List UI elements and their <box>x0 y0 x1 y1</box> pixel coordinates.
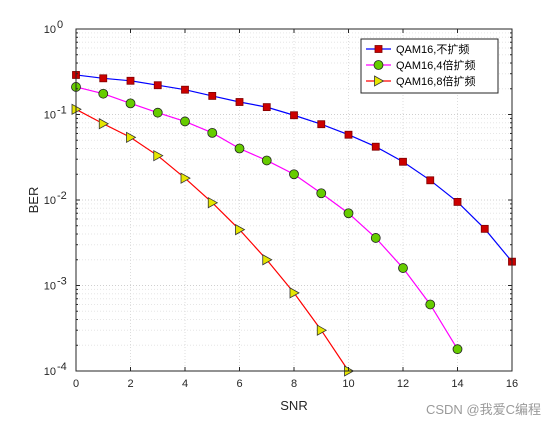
data-point-square <box>262 103 271 112</box>
legend-item: QAM16,4倍扩频 <box>366 58 475 72</box>
data-point-square <box>99 74 108 83</box>
x-tick-label: 14 <box>451 378 463 390</box>
y-tick-label: 10 <box>44 281 56 293</box>
data-point-square <box>453 198 462 206</box>
x-tick-label: 4 <box>182 378 188 390</box>
legend-label: QAM16,不扩频 <box>396 42 469 56</box>
x-tick-label: 8 <box>291 378 297 390</box>
data-point-triangle <box>126 131 137 144</box>
data-point-square <box>208 92 217 100</box>
y-tick-label-base: 10 <box>44 281 56 293</box>
data-point-circle <box>343 208 354 219</box>
x-tick-label: 2 <box>127 378 133 390</box>
y-tick-label-exponent: -3 <box>57 276 67 288</box>
data-point-square <box>290 111 298 120</box>
data-point-circle <box>98 88 109 99</box>
data-point-circle <box>452 344 463 355</box>
data-point-square <box>374 45 383 53</box>
data-point-circle <box>425 299 436 310</box>
y-tick-label: 10 <box>44 24 56 36</box>
data-point-circle <box>289 169 299 180</box>
x-tick-labels: 0 2 4 6 8 10 12 14 16 <box>73 378 518 390</box>
y-tick-label-exponent: -2 <box>57 190 67 202</box>
data-point-triangle <box>153 149 164 162</box>
y-tick-label-base: 10 <box>44 24 56 36</box>
data-point-square <box>480 224 489 233</box>
legend-label: QAM16,4倍扩频 <box>396 58 475 72</box>
x-tick-label: 10 <box>342 378 354 390</box>
legend-label: QAM16,8倍扩频 <box>396 74 475 88</box>
data-point-triangle <box>98 118 110 130</box>
data-point-circle <box>373 60 384 70</box>
x-axis-label: SNR <box>280 398 307 413</box>
y-tick-label-base: 10 <box>44 366 56 378</box>
data-point-triangle <box>180 172 191 184</box>
data-point-circle <box>207 127 218 138</box>
data-point-square <box>317 120 326 129</box>
data-point-triangle <box>262 254 273 266</box>
data-point-circle <box>125 98 136 109</box>
x-tick-label: 16 <box>506 378 518 390</box>
y-tick-label-base: 10 <box>44 195 56 207</box>
y-axis-label: BER <box>26 187 41 214</box>
x-tick-label: 0 <box>73 378 79 390</box>
legend-item: QAM16,不扩频 <box>366 42 469 56</box>
watermark: CSDN @我爱C编程 <box>425 402 541 417</box>
y-tick-label-exponent: -4 <box>57 361 67 373</box>
data-point-square <box>235 98 244 106</box>
data-point-triangle <box>316 324 328 336</box>
data-point-square <box>371 142 380 151</box>
x-tick-label: 12 <box>397 378 409 390</box>
data-point-circle <box>398 263 408 273</box>
axis-ticks <box>75 28 513 372</box>
y-tick-label: 10 <box>44 195 56 207</box>
data-point-circle <box>152 107 163 118</box>
y-tick-label-exponent: 0 <box>57 19 63 31</box>
data-point-circle <box>316 188 327 199</box>
data-point-square <box>426 176 435 185</box>
data-point-circle <box>180 116 190 127</box>
data-point-triangle <box>374 75 385 87</box>
data-point-square <box>181 85 189 94</box>
legend: QAM16,不扩频 QAM16,4倍扩频 QAM16,8倍扩频 <box>360 38 499 94</box>
y-tick-label: 10 <box>44 366 56 378</box>
data-point-triangle <box>289 287 300 299</box>
legend-box <box>360 38 499 94</box>
data-point-square <box>126 76 135 85</box>
y-tick-label-base: 10 <box>44 110 56 122</box>
data-point-circle <box>370 233 381 243</box>
data-point-square <box>399 157 407 166</box>
data-point-circle <box>261 155 272 166</box>
y-tick-label-exponent: -1 <box>57 105 67 117</box>
x-tick-label: 6 <box>236 378 242 390</box>
data-point-square <box>153 81 162 90</box>
y-tick-label: 10 <box>44 110 56 122</box>
legend-item: QAM16,8倍扩频 <box>366 74 475 88</box>
data-point-triangle <box>207 197 219 209</box>
data-point-circle <box>234 143 245 154</box>
data-point-triangle <box>235 223 246 236</box>
data-point-square <box>344 130 353 139</box>
